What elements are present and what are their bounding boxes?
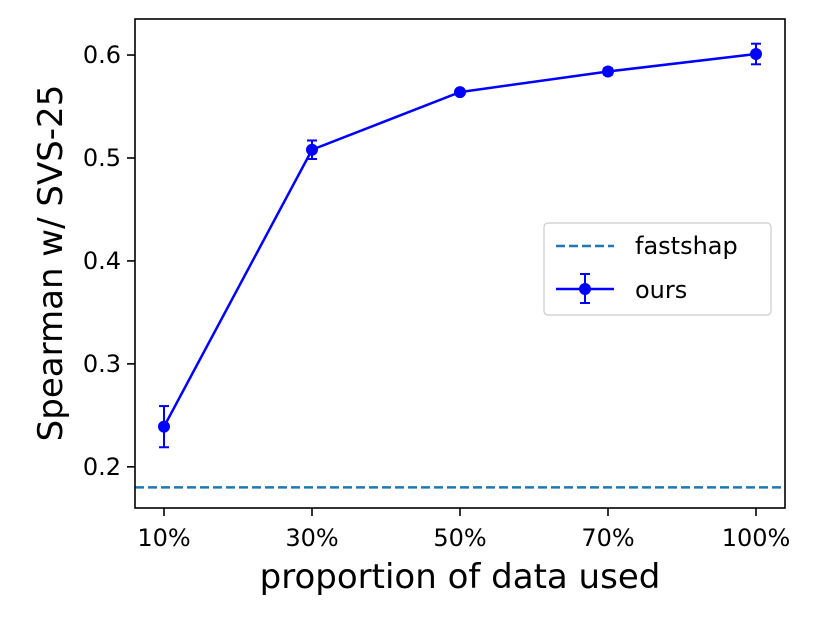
ours-point [454,86,466,99]
x-axis-label: proportion of data used [260,557,661,597]
x-tick-label: 100% [722,524,791,552]
y-tick-label: 0.6 [83,41,121,69]
y-axis-label: Spearman w/ SVS-25 [31,85,71,442]
y-tick-label: 0.3 [83,350,121,378]
y-tick-label: 0.2 [83,453,121,481]
x-tick-label: 70% [581,524,634,552]
y-axis: 0.2 0.3 0.4 0.5 0.6 [83,41,135,481]
ours-point [602,65,614,78]
y-tick-label: 0.4 [83,247,121,275]
ours-point [306,143,318,156]
x-tick-label: 10% [137,524,190,552]
x-axis: 10% 30% 50% 70% 100% [137,508,790,552]
ours-point [750,48,762,61]
plot-area [135,42,785,489]
legend-ours-label: ours [635,276,687,304]
legend: fastshap ours [543,222,772,316]
legend-ours-swatch-marker [579,283,591,295]
y-tick-label: 0.5 [83,144,121,172]
legend-fastshap-label: fastshap [635,232,738,260]
x-tick-label: 30% [285,524,338,552]
x-tick-label: 50% [433,524,486,552]
ours-point [158,420,170,433]
